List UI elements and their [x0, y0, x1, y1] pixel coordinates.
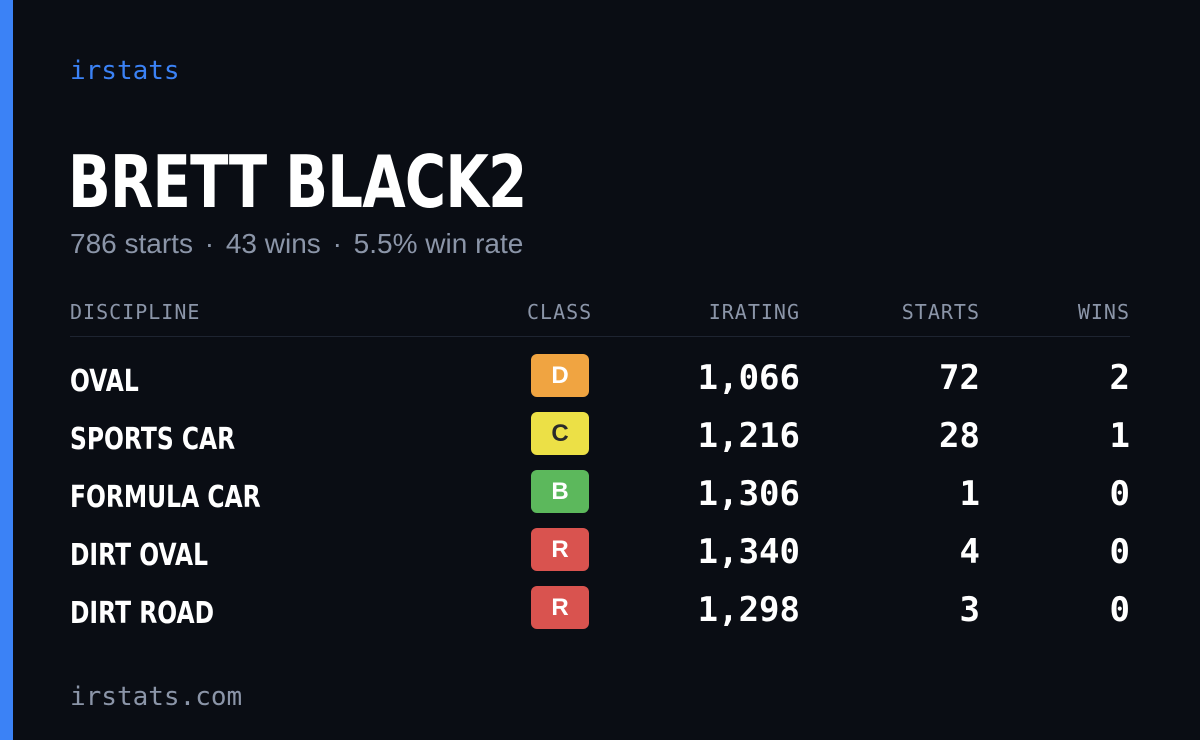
- table-row: DIRT ROAD R 1,298 3 0: [0, 586, 1200, 644]
- column-header-starts: STARTS: [901, 300, 980, 324]
- winrate-summary: 5.5% win rate: [353, 228, 524, 259]
- table-row: DIRT OVAL R 1,340 4 0: [0, 528, 1200, 586]
- irating-value: 1,216: [697, 416, 800, 456]
- wins-value: 0: [1109, 590, 1130, 630]
- irating-value: 1,340: [697, 532, 800, 572]
- wins-value: 1: [1109, 416, 1130, 456]
- discipline-label: DIRT ROAD: [70, 596, 215, 631]
- discipline-label: SPORTS CAR: [70, 422, 236, 457]
- discipline-label: OVAL: [70, 364, 139, 399]
- starts-value: 1: [959, 474, 980, 514]
- discipline-label: DIRT OVAL: [70, 538, 209, 573]
- license-class-badge: B: [531, 470, 589, 513]
- driver-name: BRETT BLACK2: [68, 140, 527, 224]
- column-header-wins: WINS: [1077, 300, 1130, 324]
- wins-summary: 43 wins: [225, 228, 321, 259]
- wins-value: 0: [1109, 474, 1130, 514]
- accent-bar: [0, 0, 13, 740]
- column-header-irating: IRATING: [708, 300, 800, 324]
- brand-logo[interactable]: irstats: [70, 56, 180, 86]
- summary-separator: ·: [332, 228, 342, 259]
- starts-value: 72: [939, 358, 980, 398]
- starts-value: 4: [959, 532, 980, 572]
- driver-summary: 786 starts · 43 wins · 5.5% win rate: [70, 228, 523, 260]
- starts-value: 28: [939, 416, 980, 456]
- irating-value: 1,306: [697, 474, 800, 514]
- header-divider: [70, 336, 1130, 337]
- table-row: OVAL D 1,066 72 2: [0, 354, 1200, 412]
- irating-value: 1,298: [697, 590, 800, 630]
- license-class-badge: C: [531, 412, 589, 455]
- table-row: SPORTS CAR C 1,216 28 1: [0, 412, 1200, 470]
- license-class-badge: D: [531, 354, 589, 397]
- irating-value: 1,066: [697, 358, 800, 398]
- column-header-discipline: DISCIPLINE: [70, 300, 201, 324]
- discipline-label: FORMULA CAR: [70, 480, 261, 515]
- license-class-badge: R: [531, 528, 589, 571]
- starts-value: 3: [959, 590, 980, 630]
- summary-separator: ·: [204, 228, 215, 259]
- license-class-badge: R: [531, 586, 589, 629]
- table-row: FORMULA CAR B 1,306 1 0: [0, 470, 1200, 528]
- wins-value: 0: [1109, 532, 1130, 572]
- column-header-class: CLASS: [527, 300, 593, 324]
- footer-link[interactable]: irstats.com: [70, 682, 243, 712]
- wins-value: 2: [1109, 358, 1130, 398]
- starts-summary: 786 starts: [70, 228, 193, 259]
